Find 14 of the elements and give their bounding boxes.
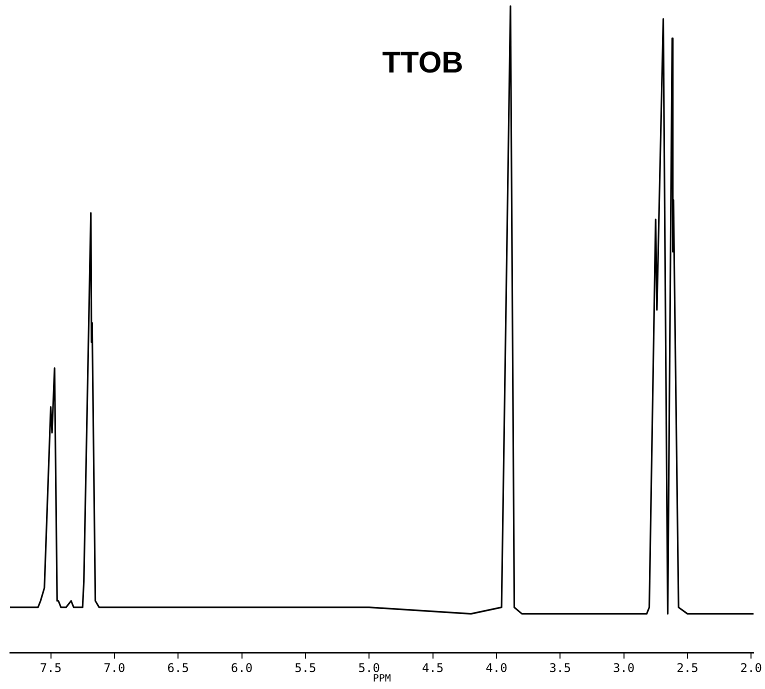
x-tick-label: 7.5 bbox=[40, 660, 62, 675]
x-tick-label: 4.5 bbox=[422, 660, 444, 675]
x-tick-label: 5.0 bbox=[358, 660, 380, 675]
x-axis-title: PPM bbox=[372, 674, 391, 685]
x-tick-label: 5.5 bbox=[294, 660, 316, 675]
x-tick-label: 3.0 bbox=[612, 660, 635, 675]
x-tick-label: 6.0 bbox=[230, 660, 253, 675]
text: TTOB bbox=[382, 46, 464, 80]
x-tick-label: 4.0 bbox=[486, 660, 508, 675]
x-tick-label: 2.0 bbox=[740, 660, 762, 675]
x-tick-label: 7.0 bbox=[104, 660, 126, 675]
x-tick-label: 3.5 bbox=[549, 660, 571, 675]
x-tick-label: 2.5 bbox=[676, 660, 698, 675]
x-tick-label: 6.5 bbox=[167, 660, 189, 675]
